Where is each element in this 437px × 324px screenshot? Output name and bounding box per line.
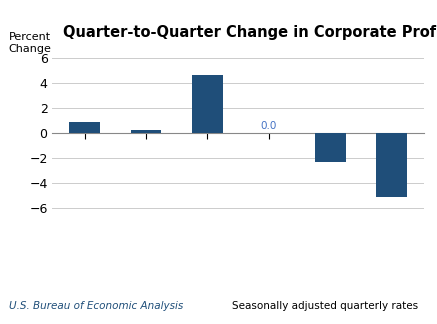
Bar (69, 122, 100, 133)
Bar (315, 133, 346, 162)
Title: Quarter-to-Quarter Change in Corporate Profits: Quarter-to-Quarter Change in Corporate P… (63, 25, 437, 40)
Text: Percent
Change: Percent Change (9, 32, 52, 54)
Text: 0.0: 0.0 (261, 121, 277, 131)
Bar (376, 133, 407, 197)
Text: U.S. Bureau of Economic Analysis: U.S. Bureau of Economic Analysis (9, 301, 183, 311)
Bar (192, 75, 223, 133)
Text: Seasonally adjusted quarterly rates: Seasonally adjusted quarterly rates (232, 301, 418, 311)
Bar (131, 130, 161, 133)
